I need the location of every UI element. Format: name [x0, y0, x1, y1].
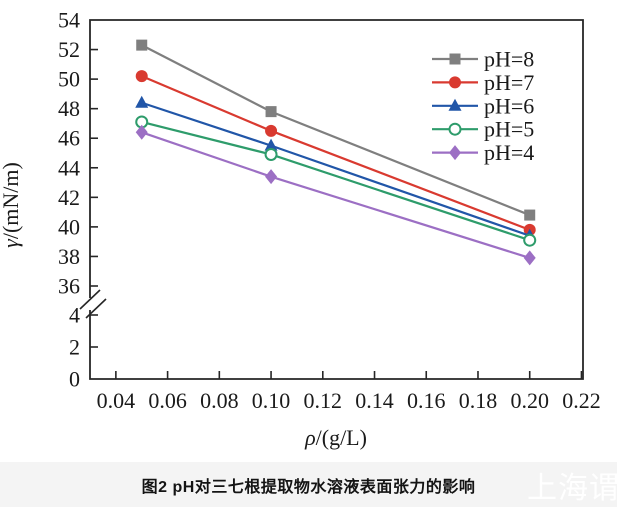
y-tick-label: 0: [69, 367, 80, 392]
legend-item-ph6: pH=6: [432, 93, 534, 118]
x-tick-label: 0.04: [97, 388, 136, 413]
marker-ph7: [265, 124, 278, 137]
x-tick-label: 0.12: [304, 388, 343, 413]
x-tick-label: 0.06: [148, 388, 187, 413]
series-line-ph4: [141, 131, 531, 259]
legend-item-ph5: pH=5: [432, 117, 534, 142]
x-tick-label: 0.10: [252, 388, 291, 413]
marker-ph8: [449, 53, 461, 65]
figure-caption: 图2 pH对三七根提取物水溶液表面张力的影响: [141, 478, 476, 496]
axis-break-slash: [85, 298, 107, 319]
marker-ph7: [449, 76, 461, 89]
marker-ph5: [264, 147, 278, 161]
y-tick-label: 50: [58, 67, 80, 92]
x-tick-label: 0.16: [407, 388, 446, 413]
y-axis-title: γ/(mN/m): [0, 162, 23, 248]
x-tick-label: 0.08: [200, 388, 239, 413]
x-tick-label: 0.18: [459, 388, 498, 413]
y-tick-label: 38: [58, 244, 80, 269]
axis-break-slash: [79, 289, 101, 310]
y-tick-label: 44: [58, 155, 80, 180]
y-tick-label: 52: [58, 37, 80, 62]
legend-item-ph7: pH=7: [432, 70, 534, 95]
series-ph8: [136, 39, 536, 221]
marker-ph7: [135, 70, 148, 83]
legend-item-ph8: pH=8: [432, 47, 534, 72]
marker-ph6: [264, 138, 278, 151]
series-line-ph5: [141, 120, 531, 242]
y-tick-label: 46: [58, 126, 80, 151]
marker-ph5: [448, 122, 462, 136]
y-tick-label: 2: [69, 335, 80, 360]
series-line-ph6: [141, 101, 531, 237]
series-ph6: [135, 95, 537, 241]
watermark: 上海谓载: [527, 471, 617, 505]
chart-svg: 0.04 0.06 0.08 0.10 0.12 0.14 0.16 0.18 0.20 0.22…: [0, 8, 601, 451]
legend-label-ph6: pH=6: [484, 93, 534, 118]
x-axis: 0.04 0.06 0.08 0.10 0.12 0.14 0.16 0.18 0.20 0.22: [97, 371, 601, 413]
series-ph4: [135, 124, 536, 266]
marker-ph6: [135, 95, 149, 108]
legend-label-ph8: pH=8: [484, 47, 534, 72]
marker-ph8: [265, 106, 277, 118]
marker-ph8: [136, 39, 148, 51]
legend-label-ph7: pH=7: [484, 70, 534, 95]
legend-item-ph4: pH=4: [432, 140, 534, 165]
marker-ph6: [448, 98, 462, 111]
axis-break: [79, 289, 107, 319]
y-tick-label: 40: [58, 214, 80, 239]
marker-ph4: [265, 169, 278, 185]
marker-ph5: [523, 233, 537, 247]
y-tick-label: 54: [58, 8, 80, 33]
x-tick-label: 0.14: [355, 388, 394, 413]
y-tick-label: 42: [58, 185, 80, 210]
x-tick-label: 0.22: [562, 388, 601, 413]
marker-ph4: [523, 250, 536, 266]
legend-label-ph5: pH=5: [484, 117, 534, 142]
series-ph5: [135, 115, 537, 247]
legend-label-ph4: pH=4: [484, 140, 534, 165]
plot-box: [89, 19, 584, 380]
caption-strip: 图2 pH对三七根提取物水溶液表面张力的影响 上海谓载: [0, 462, 617, 507]
marker-ph4: [135, 124, 148, 140]
marker-ph8: [524, 209, 536, 221]
y-tick-label: 48: [58, 96, 80, 121]
marker-ph4: [449, 145, 461, 161]
legend: pH=8pH=7pH=6pH=5pH=4: [432, 47, 534, 165]
y-tick-label: 4: [69, 303, 80, 328]
x-axis-title: ρ/(g/L): [304, 425, 367, 450]
x-tick-label: 0.20: [510, 388, 549, 413]
axis-frame: [89, 19, 584, 380]
y-tick-label: 36: [58, 274, 80, 299]
